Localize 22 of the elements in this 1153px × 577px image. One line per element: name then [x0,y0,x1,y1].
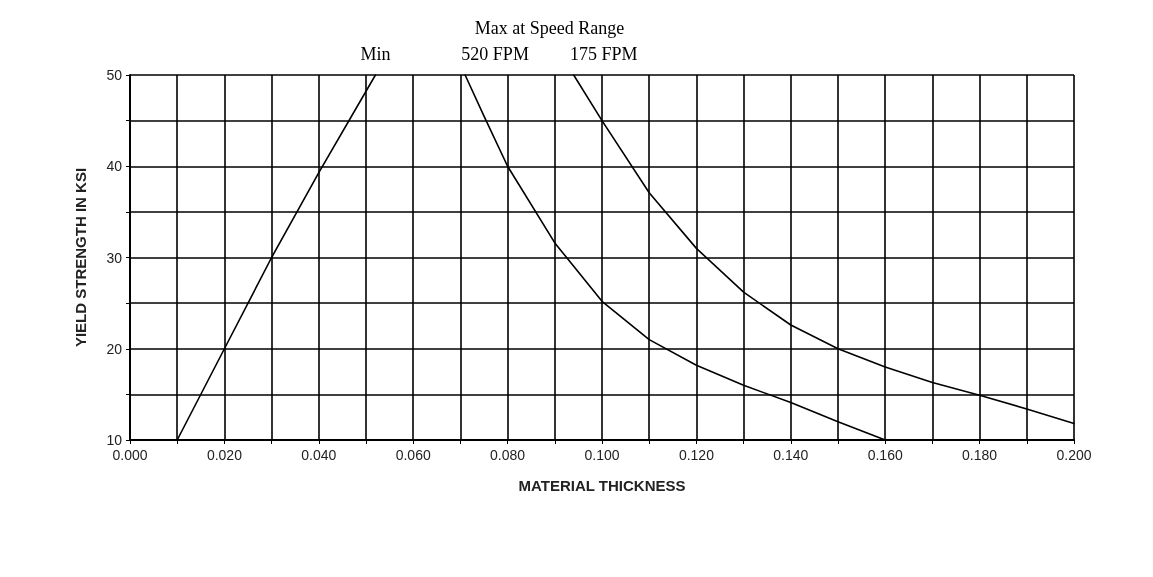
y-tick-label: 50 [106,67,123,83]
x-tick-label: 0.120 [678,447,715,463]
x-tick-label: 0.040 [301,447,337,463]
x-tick-label: 0.200 [1056,447,1092,463]
x-tick-label: 0.100 [584,447,620,463]
x-tick-label: 0.140 [773,447,809,463]
x-axis-title: MATERIAL THICKNESS [518,477,686,494]
x-tick-label: 0.060 [395,447,431,463]
y-axis-title: YIELD STRENGTH IN KSI [72,167,89,348]
series-label: Min [360,44,391,64]
legend-title: Max at Speed Range [474,18,625,38]
x-tick-label: 0.180 [962,447,998,463]
x-tick-label: 0.020 [206,447,243,463]
y-tick-label: 10 [106,432,123,448]
y-tick-label: 30 [106,249,123,266]
series-label: 175 FPM [569,44,638,64]
x-tick-label: 0.160 [867,447,903,463]
series-label: 520 FPM [461,44,529,64]
x-tick-label: 0.000 [112,447,148,463]
y-tick-label: 20 [106,340,123,357]
y-tick-label: 40 [106,158,123,175]
x-tick-label: 0.080 [490,447,526,463]
